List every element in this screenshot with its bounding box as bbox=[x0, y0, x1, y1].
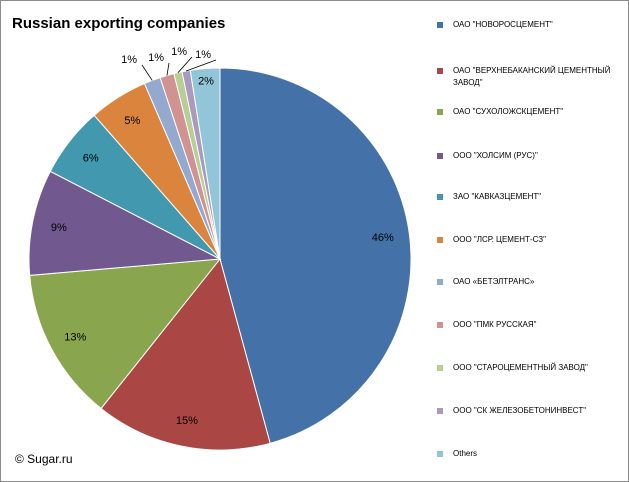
leader-lines bbox=[141, 56, 217, 81]
slice-labels: 46% 15% 13% 9% 6% 5% 1% 1% 1% 1% 2% bbox=[51, 46, 394, 427]
legend-label-9: ООО "СТАРОЦЕМЕНТНЫЙ ЗАВОД" bbox=[453, 363, 588, 372]
slice-label-3: 13% bbox=[64, 332, 86, 344]
legend-swatch-7 bbox=[437, 279, 443, 285]
slice-label-9: 1% bbox=[171, 46, 187, 58]
slice-label-4: 9% bbox=[51, 222, 67, 234]
slice-label-1: 46% bbox=[372, 232, 394, 244]
slice-label-5: 6% bbox=[83, 153, 99, 165]
legend-label-8: ООО "ПМК РУССКАЯ" bbox=[453, 320, 537, 329]
legend-label-7: ОАО «БЕТЭЛТРАНС» bbox=[453, 277, 535, 286]
slice-label-11: 2% bbox=[198, 76, 214, 88]
credit-text: © Sugar.ru bbox=[15, 452, 73, 466]
legend-swatch-1 bbox=[437, 22, 443, 28]
slice-label-6: 5% bbox=[124, 115, 140, 127]
legend-swatch-5 bbox=[437, 194, 443, 200]
slice-label-2: 15% bbox=[176, 415, 198, 427]
pie-chart: 46% 15% 13% 9% 6% 5% 1% 1% 1% 1% 2% bbox=[28, 46, 412, 451]
pie-slice-11 bbox=[189, 67, 221, 260]
legend-swatch-9 bbox=[437, 365, 443, 371]
legend-label-5: ЗАО "КАВКАЗЦЕМЕНТ" bbox=[453, 192, 542, 201]
legend-label-11: Others bbox=[453, 449, 478, 458]
pie-slice-2 bbox=[100, 257, 271, 451]
legend-swatch-8 bbox=[437, 322, 443, 328]
legend-label-6: ООО "ЛСР. ЦЕМЕНТ-СЗ" bbox=[453, 235, 546, 244]
chart-title: Russian exporting companies bbox=[12, 15, 226, 32]
legend-swatch-3 bbox=[437, 109, 443, 115]
legend: ОАО "НОВОРОСЦЕМЕНТ" ОАО "ВЕРХНЕБАКАНСКИЙ … bbox=[437, 1, 627, 481]
legend-swatch-2 bbox=[437, 68, 443, 74]
pie-slices bbox=[28, 67, 412, 451]
legend-swatch-4 bbox=[437, 153, 443, 159]
legend-label-2: ОАО "ВЕРХНЕБАКАНСКИЙ ЦЕМЕНТНЫЙ ЗАВОД" bbox=[453, 66, 611, 87]
legend-swatch-10 bbox=[437, 408, 443, 414]
leader-line-8 bbox=[166, 62, 170, 76]
legend-label-1: ОАО "НОВОРОСЦЕМЕНТ" bbox=[453, 20, 553, 29]
legend-swatch-6 bbox=[437, 237, 443, 243]
pie-slice-1 bbox=[219, 67, 412, 444]
leader-line-10 bbox=[186, 59, 217, 72]
pie-slice-4 bbox=[28, 170, 222, 276]
pie-slice-3 bbox=[29, 258, 222, 410]
leader-line-7 bbox=[141, 64, 153, 81]
legend-swatch-11 bbox=[437, 451, 443, 457]
leader-line-9 bbox=[177, 56, 193, 73]
legend-label-3: ОАО "СУХОЛОЖСКЦЕМЕНТ" bbox=[453, 107, 564, 116]
legend-label-4: ООО "ХОЛСИМ (РУС)" bbox=[453, 151, 538, 160]
slice-label-8: 1% bbox=[148, 52, 164, 64]
slice-label-7: 1% bbox=[121, 54, 137, 66]
legend-label-10: ООО "СК ЖЕЛЕЗОБЕТОНИНВЕСТ" bbox=[453, 406, 587, 415]
slice-label-10: 1% bbox=[195, 49, 211, 61]
